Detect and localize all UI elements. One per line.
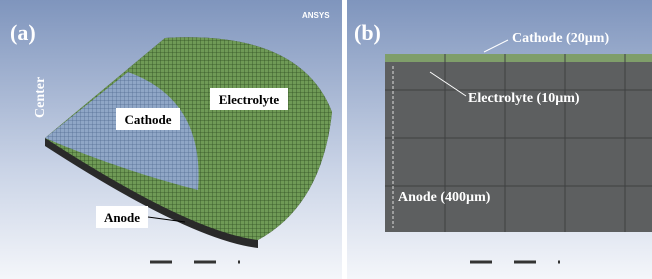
region-label: Cathode: [125, 112, 172, 127]
axis-label: Center: [33, 77, 48, 118]
layer-label: Electrolyte (10µm): [468, 91, 580, 106]
thin-layers: [385, 54, 652, 62]
layer-label: Cathode (20µm): [512, 31, 609, 46]
panel-label: (b): [354, 20, 381, 45]
page: {"panel_a": {"label": "(a)", "logo": "AN…: [0, 0, 652, 279]
panel-label: (a): [10, 20, 36, 45]
logo: ANSYS: [302, 11, 330, 20]
region-label: Anode: [104, 210, 140, 225]
figure: (a) ANSYS Center Cathode Electrolyte Ano…: [0, 0, 652, 279]
region-label: Electrolyte: [219, 92, 280, 107]
layer-label: Anode (400µm): [398, 190, 491, 205]
anode-mesh: [385, 54, 652, 232]
